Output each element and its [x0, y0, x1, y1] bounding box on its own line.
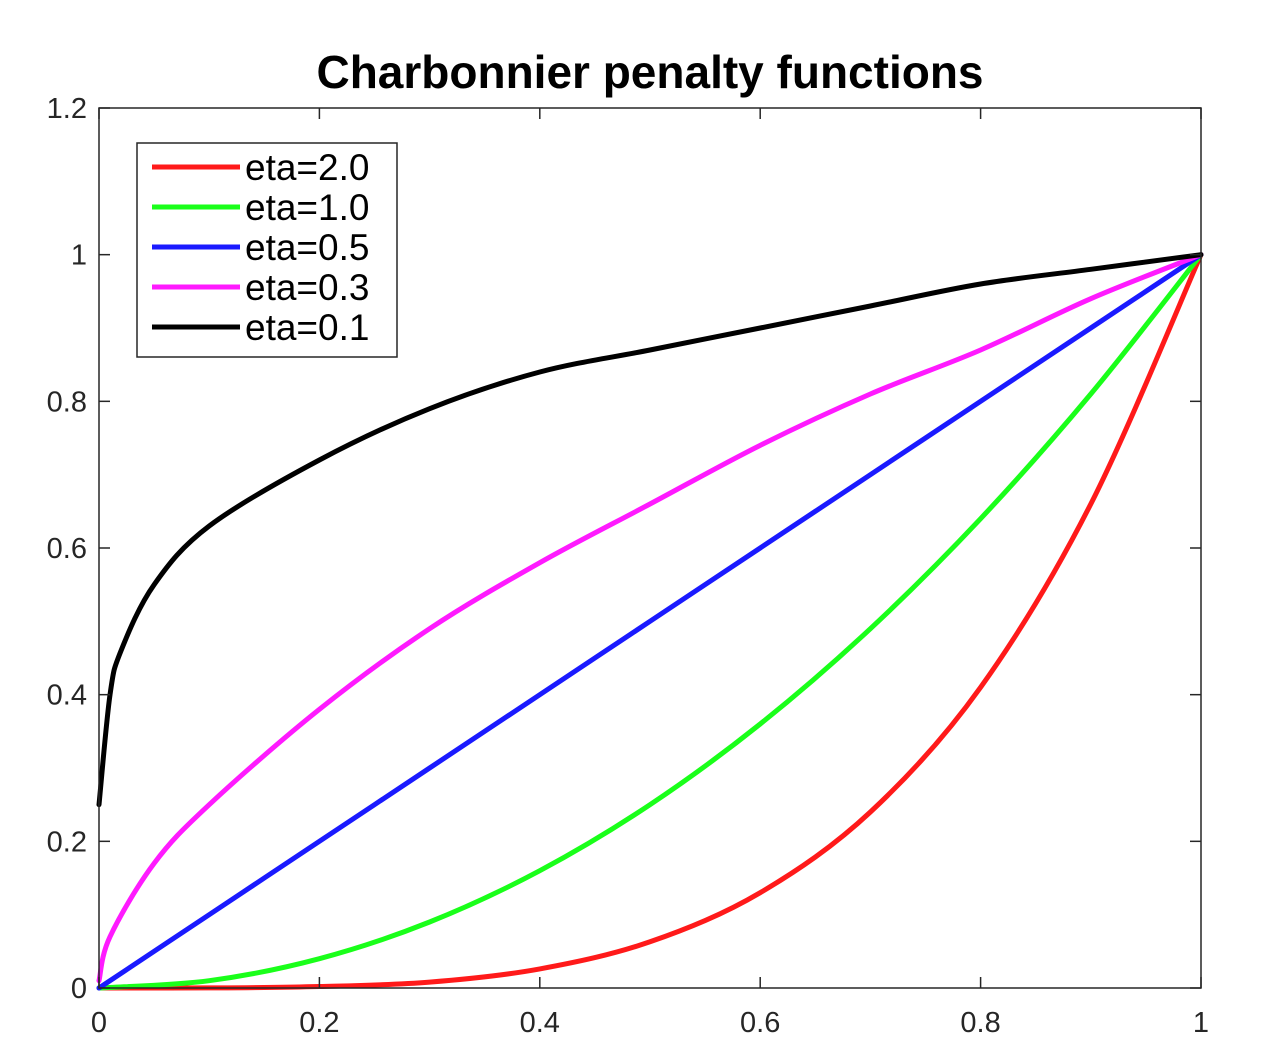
ticks-layer: 0 0.2 0.4 0.6 0.8 1 0 0.2 0.4 0.6 0.8 1 1.2 [47, 93, 1209, 1039]
legend-box [136, 142, 398, 358]
y-tick-label-1: 0.2 [47, 826, 87, 858]
series-line-1 [96, 252, 1204, 991]
chart-title: Charbonnier penalty functions [316, 46, 983, 98]
y-tick-label-0: 0 [71, 973, 87, 1005]
legend-label-3: eta=0.3 [245, 267, 369, 308]
legend-label-0: eta=2.0 [245, 147, 369, 188]
x-tick-label-0: 0 [91, 1007, 107, 1039]
legend-label-2: eta=0.5 [245, 227, 369, 268]
legend-label-1: eta=1.0 [245, 187, 369, 228]
series-line-2 [96, 252, 1204, 991]
series-line-0 [96, 252, 1204, 991]
series-layer [96, 252, 1204, 991]
x-tick-label-1: 0.2 [299, 1007, 339, 1039]
x-tick-label-5: 1 [1193, 1007, 1209, 1039]
x-tick-label-4: 0.8 [960, 1007, 1000, 1039]
x-tick-label-2: 0.4 [520, 1007, 560, 1039]
series-line-4 [96, 252, 1204, 808]
x-tick-label-3: 0.6 [740, 1007, 780, 1039]
y-tick-label-2: 0.4 [47, 680, 87, 712]
y-tick-label-4: 0.8 [47, 386, 87, 418]
y-tick-label-3: 0.6 [47, 533, 87, 565]
legend-label-4: eta=0.1 [245, 307, 369, 348]
y-tick-label-6: 1.2 [47, 93, 87, 125]
series-line-3 [96, 252, 1204, 984]
y-tick-label-5: 1 [71, 240, 87, 272]
